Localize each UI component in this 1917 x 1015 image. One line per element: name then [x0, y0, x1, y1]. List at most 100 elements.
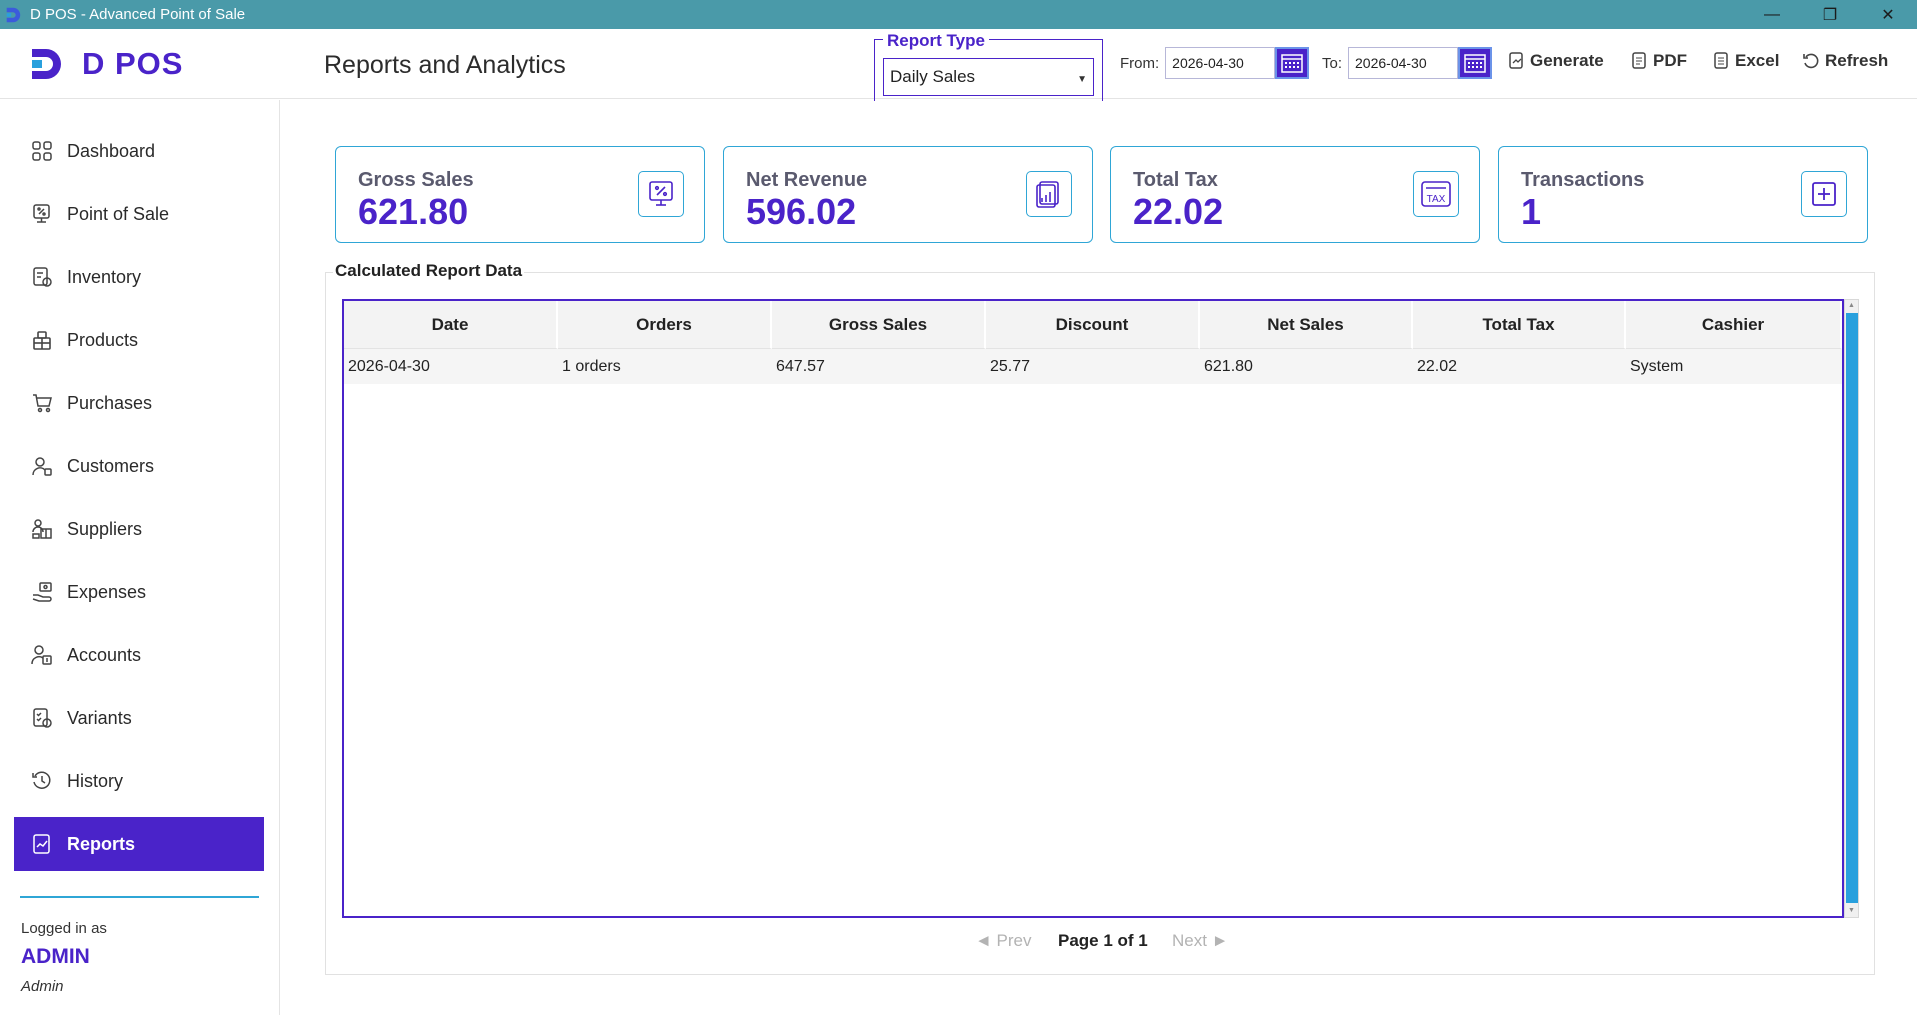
refresh-icon	[1803, 53, 1819, 69]
logo-icon	[32, 49, 61, 79]
to-date-group: To: 2026-04-30	[1322, 47, 1493, 79]
sidebar-item-label: Point of Sale	[67, 203, 170, 224]
report-data-grid[interactable]: Date Orders Gross Sales Discount Net Sal…	[342, 299, 1844, 918]
card-value: 1	[1521, 191, 1542, 232]
card-value: 621.80	[358, 191, 469, 232]
close-button[interactable]: ✕	[1881, 6, 1895, 24]
minimize-button[interactable]: —	[1764, 5, 1780, 23]
pdf-button[interactable]: PDF	[1631, 51, 1687, 71]
app-logo: D POS	[30, 46, 183, 82]
sidebar-item-point-of-sale[interactable]: Point of Sale	[14, 187, 264, 241]
sidebar-item-reports[interactable]: Reports	[14, 817, 264, 871]
sidebar-item-dashboard[interactable]: Dashboard	[14, 124, 264, 178]
chevron-down-icon: ▼	[1077, 74, 1087, 85]
card-label: Gross Sales	[358, 169, 474, 191]
net-revenue-icon	[1026, 171, 1072, 217]
sidebar-item-label: Dashboard	[67, 140, 156, 161]
scroll-down-icon[interactable]: ▼	[1848, 907, 1855, 914]
sidebar-item-suppliers[interactable]: Suppliers	[14, 502, 264, 556]
sidebar-divider	[20, 896, 259, 898]
cell-total-tax: 22.02	[1417, 357, 1458, 375]
column-header-date[interactable]: Date	[344, 301, 558, 349]
column-header-orders[interactable]: Orders	[558, 301, 772, 349]
sidebar-item-history[interactable]: History	[14, 754, 264, 808]
net-revenue-card: Net Revenue 596.02	[723, 146, 1093, 243]
generate-button[interactable]: Generate	[1508, 51, 1604, 71]
card-label: Net Revenue	[746, 169, 868, 191]
scroll-up-icon[interactable]: ▲	[1848, 302, 1855, 309]
pdf-icon	[1632, 52, 1646, 69]
vertical-scrollbar[interactable]: ▲ ▼	[1844, 299, 1859, 918]
to-date-input[interactable]: 2026-04-30	[1348, 47, 1459, 79]
gross-sales-icon	[638, 171, 684, 217]
logo-text: D POS	[82, 46, 184, 81]
column-header-net-sales[interactable]: Net Sales	[1200, 301, 1413, 349]
transactions-icon	[1801, 171, 1847, 217]
report-panel-title: Calculated Report Data	[333, 261, 525, 281]
sidebar-item-accounts[interactable]: Accounts	[14, 628, 264, 682]
report-panel	[325, 272, 1875, 975]
expenses-icon	[32, 582, 52, 602]
card-label: Transactions	[1521, 169, 1645, 191]
sidebar-item-label: Suppliers	[67, 518, 143, 539]
gross-sales-card: Gross Sales 621.80	[335, 146, 705, 243]
column-header-gross-sales[interactable]: Gross Sales	[772, 301, 986, 349]
sidebar-item-label: Inventory	[67, 266, 142, 287]
cell-date: 2026-04-30	[348, 357, 430, 375]
sidebar-item-customers[interactable]: Customers	[14, 439, 264, 493]
customers-icon	[32, 457, 52, 476]
report-type-value: Daily Sales	[890, 67, 976, 86]
restore-button[interactable]: ❐	[1822, 6, 1838, 24]
logged-in-role: Admin	[21, 978, 64, 995]
cell-discount: 25.77	[990, 357, 1031, 375]
excel-label: Excel	[1735, 51, 1780, 70]
next-page-button[interactable]: Next ►	[1172, 931, 1229, 950]
calendar-icon	[1464, 54, 1486, 73]
accounts-icon	[31, 645, 52, 665]
sidebar-item-label: History	[67, 770, 124, 791]
from-date-group: From: 2026-04-30	[1120, 47, 1310, 79]
pdf-label: PDF	[1653, 51, 1687, 70]
cell-orders: 1 orders	[562, 357, 621, 375]
prev-page-button[interactable]: ◄ Prev	[975, 931, 1032, 950]
products-icon	[33, 331, 51, 350]
sidebar-item-purchases[interactable]: Purchases	[14, 376, 264, 430]
svg-text:TAX: TAX	[1427, 194, 1446, 205]
card-label: Total Tax	[1133, 169, 1218, 191]
sidebar-item-expenses[interactable]: Expenses	[14, 565, 264, 619]
transactions-card: Transactions 1	[1498, 146, 1868, 243]
sidebar-item-inventory[interactable]: Inventory	[14, 250, 264, 304]
excel-button[interactable]: Excel	[1713, 51, 1779, 71]
column-header-cashier[interactable]: Cashier	[1626, 301, 1842, 349]
from-date-input[interactable]: 2026-04-30	[1165, 47, 1276, 79]
total-tax-card: Total Tax 22.02 TAX	[1110, 146, 1480, 243]
table-row[interactable]: 2026-04-30 1 orders 647.57 25.77 621.80 …	[344, 349, 1842, 384]
cell-cashier: System	[1630, 357, 1684, 375]
card-value: 22.02	[1133, 191, 1224, 232]
report-type-select[interactable]: Daily Sales ▼	[883, 58, 1094, 96]
from-calendar-button[interactable]	[1275, 47, 1310, 79]
sidebar-item-label: Reports	[67, 833, 136, 854]
sidebar-item-label: Purchases	[67, 392, 153, 413]
column-header-total-tax[interactable]: Total Tax	[1413, 301, 1626, 349]
sidebar-item-products[interactable]: Products	[14, 313, 264, 367]
history-icon	[32, 771, 51, 789]
page-title: Reports and Analytics	[324, 51, 566, 79]
window-titlebar: D POS - Advanced Point of Sale — ❐ ✕	[0, 0, 1917, 29]
refresh-button[interactable]: Refresh	[1802, 51, 1888, 71]
logged-in-user: ADMIN	[21, 945, 90, 968]
sidebar-item-label: Expenses	[67, 581, 147, 602]
report-type-group: Report Type Daily Sales ▼	[874, 31, 1103, 101]
generate-label: Generate	[1530, 51, 1604, 70]
sidebar-item-label: Accounts	[67, 644, 142, 665]
column-header-discount[interactable]: Discount	[986, 301, 1200, 349]
scrollbar-thumb[interactable]	[1846, 313, 1858, 903]
sidebar-item-variants[interactable]: Variants	[14, 691, 264, 745]
inventory-icon	[33, 267, 52, 287]
cell-gross-sales: 647.57	[776, 357, 825, 375]
page-indicator: Page 1 of 1	[1058, 931, 1148, 950]
cell-net-sales: 621.80	[1204, 357, 1253, 375]
to-label: To:	[1322, 54, 1343, 72]
calendar-icon	[1281, 54, 1303, 73]
to-calendar-button[interactable]	[1458, 47, 1493, 79]
